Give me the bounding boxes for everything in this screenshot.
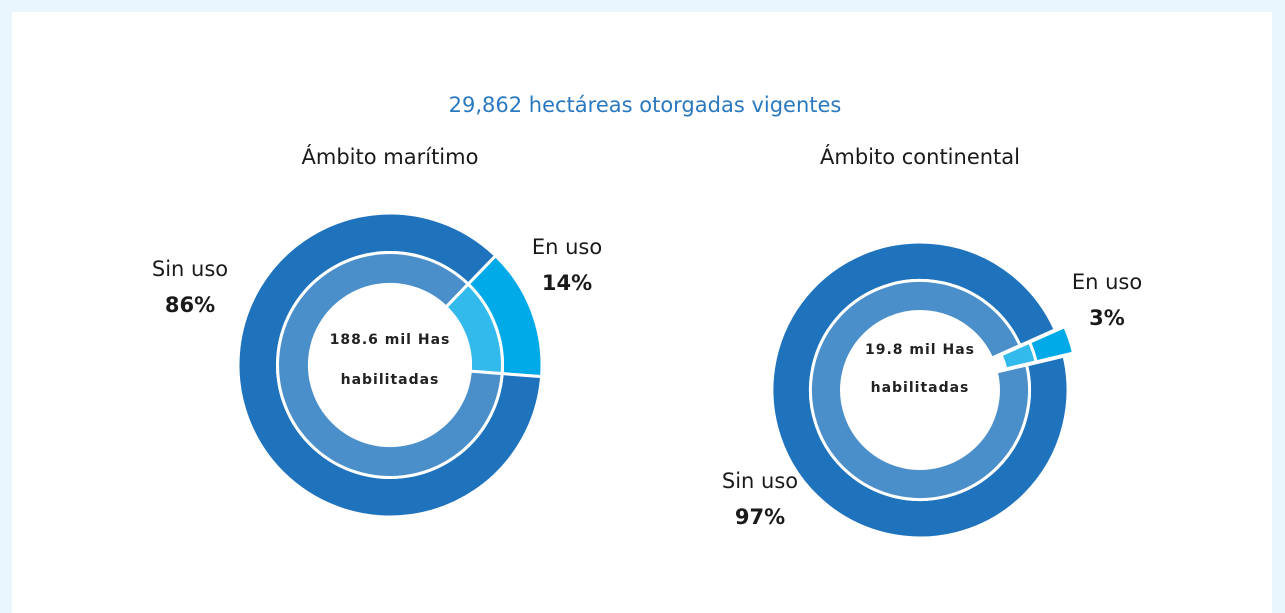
value-label: 97%: [735, 505, 785, 529]
slice-inner-tint: [445, 284, 503, 374]
value-label: 14%: [542, 271, 592, 295]
chart-title: Ámbito marítimo: [302, 144, 479, 169]
slice-label: En uso: [1072, 270, 1142, 294]
center-label: habilitadas: [871, 380, 970, 396]
slice-inner-tint: [1001, 342, 1037, 369]
slice-inner: [809, 279, 1032, 502]
page-title: 29,862 hectáreas otorgadas vigentes: [449, 93, 842, 117]
center-label: 19.8 mil Has: [865, 342, 975, 358]
slice-label: Sin uso: [722, 469, 798, 493]
panel: [12, 12, 1272, 613]
slice-label: Sin uso: [152, 257, 228, 281]
slice-label: En uso: [532, 235, 602, 259]
value-label: 86%: [165, 293, 215, 317]
chart-title: Ámbito continental: [820, 144, 1020, 169]
value-label: 3%: [1089, 306, 1125, 330]
center-label: habilitadas: [341, 372, 440, 388]
center-label: 188.6 mil Has: [330, 332, 451, 348]
slice-inner: [276, 251, 504, 479]
